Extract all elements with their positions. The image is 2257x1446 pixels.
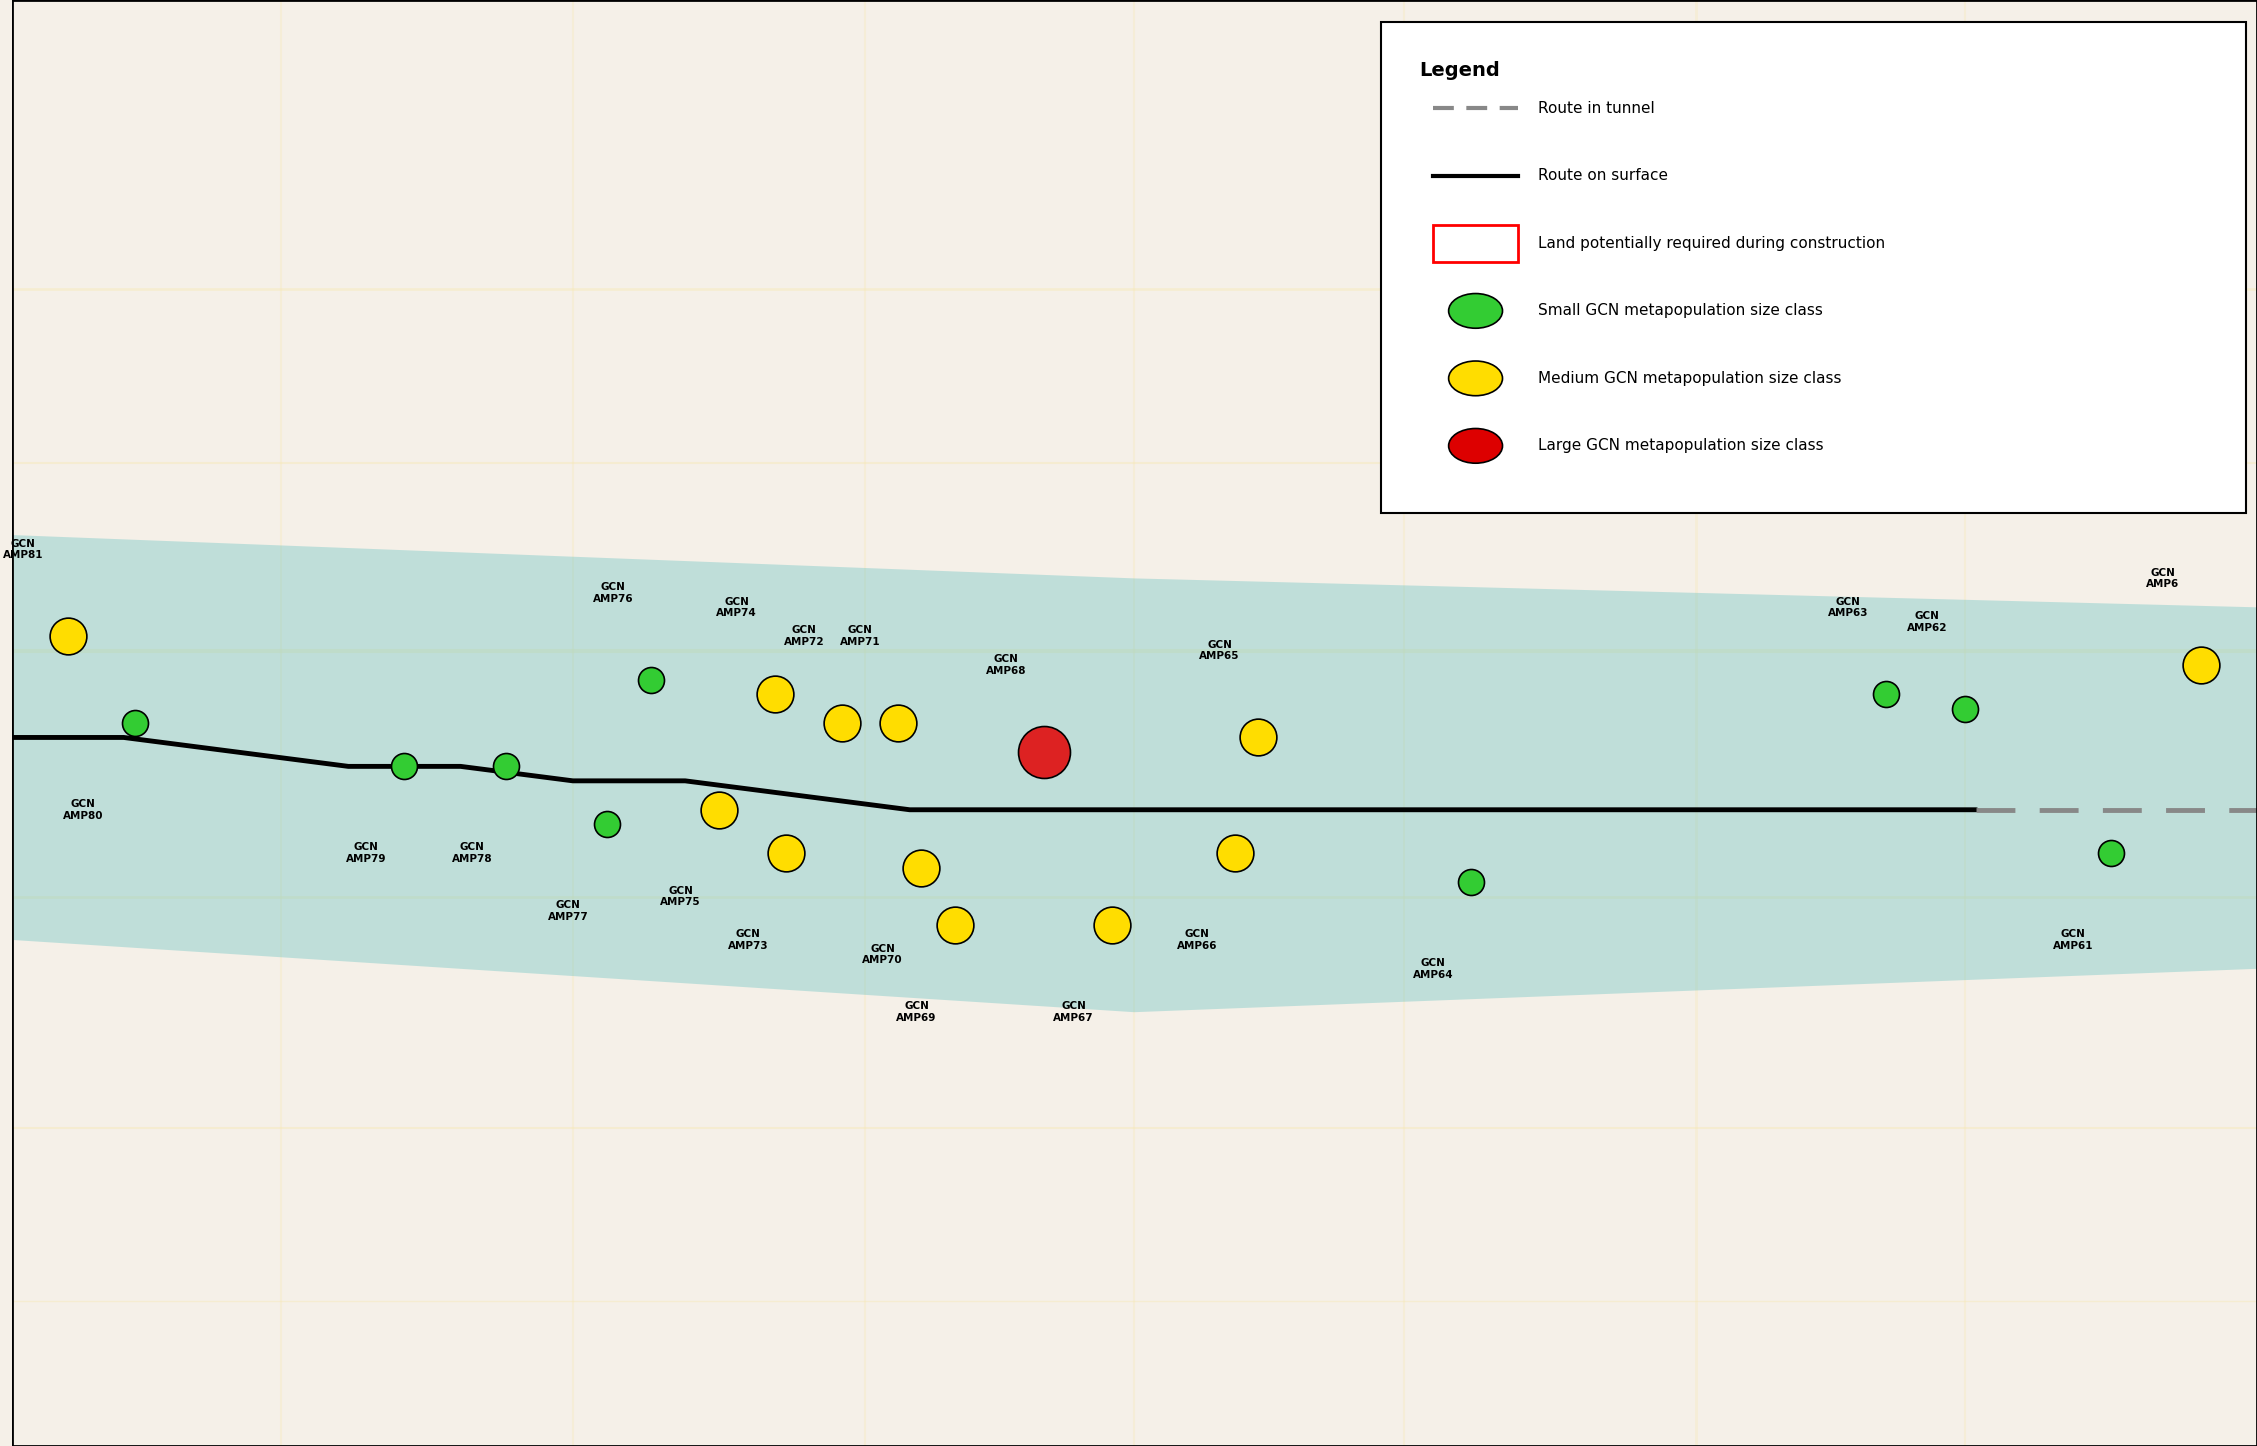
Text: GCN
AMP68: GCN AMP68 <box>986 655 1027 675</box>
Text: GCN
AMP64: GCN AMP64 <box>1413 959 1454 979</box>
Point <box>700 798 736 821</box>
Text: Route in tunnel: Route in tunnel <box>1539 101 1654 116</box>
Text: GCN
AMP63: GCN AMP63 <box>1828 597 1869 617</box>
Point <box>767 842 803 865</box>
Text: Medium GCN metapopulation size class: Medium GCN metapopulation size class <box>1539 370 1842 386</box>
Point <box>50 625 86 648</box>
Point <box>937 914 973 937</box>
Point <box>824 711 860 735</box>
Text: GCN
AMP74: GCN AMP74 <box>715 597 756 617</box>
Point <box>880 711 916 735</box>
Text: GCN
AMP70: GCN AMP70 <box>862 944 903 964</box>
Text: GCN
AMP76: GCN AMP76 <box>594 583 634 603</box>
Point <box>903 856 939 879</box>
Point <box>1027 740 1063 763</box>
Text: GCN
AMP72: GCN AMP72 <box>783 626 824 646</box>
Text: GCN
AMP62: GCN AMP62 <box>1907 612 1948 632</box>
Circle shape <box>1449 362 1503 396</box>
Point <box>1454 870 1490 894</box>
Text: GCN
AMP81: GCN AMP81 <box>2 539 43 560</box>
Point <box>386 755 422 778</box>
Point <box>1948 697 1984 720</box>
Text: GCN
AMP61: GCN AMP61 <box>2052 930 2092 950</box>
Point <box>1217 842 1253 865</box>
Text: GCN
AMP73: GCN AMP73 <box>727 930 767 950</box>
Text: GCN
AMP77: GCN AMP77 <box>548 901 589 921</box>
Circle shape <box>1449 294 1503 328</box>
Text: Route on surface: Route on surface <box>1539 168 1668 184</box>
Point <box>2092 842 2128 865</box>
Text: Land potentially required during construction: Land potentially required during constru… <box>1539 236 1885 252</box>
Point <box>756 683 792 706</box>
Text: GCN
AMP80: GCN AMP80 <box>63 800 104 820</box>
Point <box>1869 683 1905 706</box>
Text: GCN
AMP71: GCN AMP71 <box>840 626 880 646</box>
Text: Legend: Legend <box>1420 61 1501 80</box>
Text: Large GCN metapopulation size class: Large GCN metapopulation size class <box>1539 438 1824 454</box>
Polygon shape <box>11 535 2257 1012</box>
Text: Small GCN metapopulation size class: Small GCN metapopulation size class <box>1539 304 1824 318</box>
Point <box>488 755 524 778</box>
Text: GCN
AMP65: GCN AMP65 <box>1198 641 1239 661</box>
Point <box>2183 654 2219 677</box>
Text: GCN
AMP79: GCN AMP79 <box>345 843 386 863</box>
Text: GCN
AMP67: GCN AMP67 <box>1054 1002 1095 1022</box>
Text: GCN
AMP66: GCN AMP66 <box>1176 930 1217 950</box>
Text: GCN
AMP78: GCN AMP78 <box>451 843 492 863</box>
Point <box>1095 914 1131 937</box>
Text: GCN
AMP6: GCN AMP6 <box>2146 568 2180 589</box>
Point <box>117 711 153 735</box>
Circle shape <box>1449 428 1503 463</box>
FancyBboxPatch shape <box>1381 22 2246 513</box>
Point <box>589 813 625 836</box>
Point <box>1239 726 1275 749</box>
Point <box>634 668 670 691</box>
Text: GCN
AMP69: GCN AMP69 <box>896 1002 937 1022</box>
Text: GCN
AMP75: GCN AMP75 <box>661 886 702 907</box>
